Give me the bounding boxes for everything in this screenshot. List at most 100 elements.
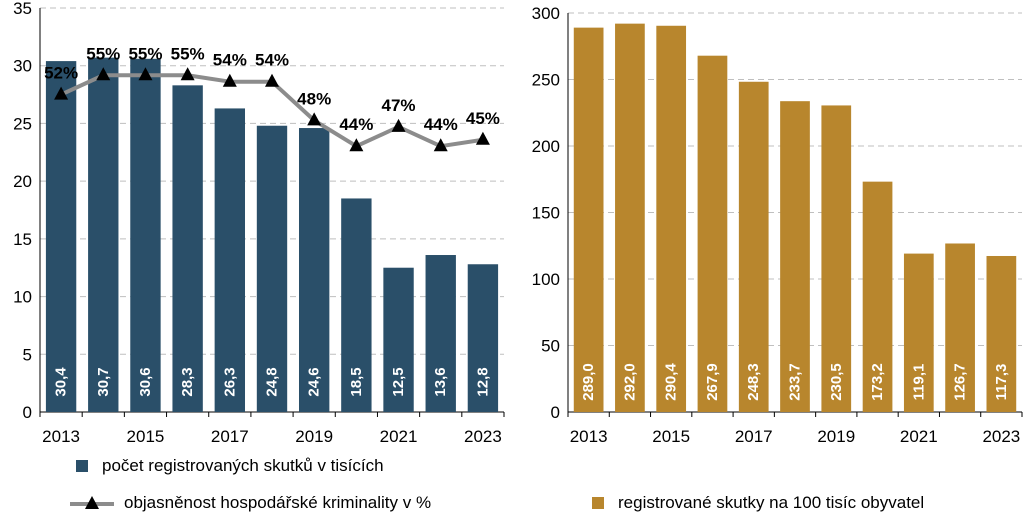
bar: [88, 57, 119, 413]
bar: [214, 108, 246, 413]
bar-value-label: 290,4: [663, 363, 680, 401]
bar: [341, 198, 372, 412]
bar: [738, 81, 769, 413]
x-tick-label: 2017: [735, 427, 773, 446]
bar: [45, 61, 77, 413]
bar-value-label: 30,7: [95, 367, 112, 396]
bar: [615, 23, 645, 412]
y-tick-label: 35: [13, 0, 32, 18]
legend-label-line: objasněnost hospodářské kriminality v %: [124, 493, 432, 512]
bar: [862, 181, 893, 412]
line-value-label: 55%: [128, 44, 162, 63]
x-tick-label: 2019: [295, 427, 333, 446]
bar-value-label: 18,5: [348, 367, 365, 396]
x-tick-label: 2019: [817, 427, 855, 446]
line-value-label: 54%: [255, 51, 289, 70]
y-tick-label: 150: [532, 204, 560, 223]
line-value-label: 48%: [297, 89, 331, 108]
bar-value-label: 248,3: [745, 363, 762, 401]
y-tick-label: 20: [13, 172, 32, 191]
chart-panel-1: 0 5 10 15 20 25 30 35 30,4 30,7 30,6 28,3 26,3 24,8 24…: [13, 0, 505, 446]
bar: [425, 255, 456, 412]
bar: [573, 27, 604, 412]
line-marker: [96, 67, 111, 81]
legend-left-bars: počet registrovaných skutků v tisících: [76, 456, 384, 476]
x-tick-label: 2021: [900, 427, 938, 446]
bar: [903, 253, 934, 412]
x-tick-label: 2017: [211, 427, 249, 446]
bar-value-label: 12,5: [390, 367, 407, 396]
bar: [986, 255, 1017, 412]
y-tick-label: 100: [532, 270, 560, 289]
bar-value-label: 28,3: [179, 367, 196, 396]
legend-label-bars: počet registrovaných skutků v tisících: [102, 456, 384, 475]
bar: [298, 128, 330, 412]
x-tick-label: 2015: [652, 427, 690, 446]
bar: [945, 243, 975, 412]
y-tick-label: 10: [13, 288, 32, 307]
line-value-label: 44%: [339, 115, 373, 134]
bar: [256, 125, 288, 412]
bar-value-label: 233,7: [787, 363, 804, 401]
bar-value-label: 12,8: [474, 367, 491, 396]
legend-right-bars: registrované skutky na 100 tisíc obyvate…: [592, 493, 924, 513]
line-marker: [180, 67, 195, 81]
x-tick-label: 2013: [570, 427, 608, 446]
line-marker: [349, 138, 364, 152]
y-tick-label: 50: [541, 337, 560, 356]
bar-value-label: 26,3: [221, 367, 238, 396]
line-marker: [265, 73, 279, 87]
bar: [780, 101, 810, 412]
line-value-label: 52%: [44, 64, 78, 83]
bar-value-label: 289,0: [580, 363, 597, 401]
line-value-label: 47%: [382, 96, 416, 115]
bar-value-label: 230,5: [828, 363, 845, 401]
line-marker: [433, 138, 448, 152]
line-marker: [307, 112, 322, 126]
legend-swatch-line: [70, 495, 114, 511]
y-tick-label: 5: [23, 345, 32, 364]
legend-left-line: objasněnost hospodářské kriminality v %: [70, 493, 431, 513]
y-tick-label: 0: [23, 403, 32, 422]
legend-label-right-bars: registrované skutky na 100 tisíc obyvate…: [618, 493, 925, 512]
bar: [697, 55, 728, 413]
y-tick-label: 25: [13, 114, 32, 133]
bar-value-label: 13,6: [432, 367, 449, 396]
line-marker: [391, 118, 406, 132]
y-tick-label: 30: [13, 57, 32, 76]
bar-value-label: 117,3: [993, 364, 1010, 401]
y-tick-label: 15: [13, 230, 32, 249]
line-value-label: 55%: [171, 44, 205, 63]
line-value-label: 55%: [86, 44, 120, 63]
bar: [130, 58, 161, 412]
legend-swatch-bars: [76, 460, 88, 472]
x-tick-label: 2023: [464, 427, 502, 446]
bar-value-label: 267,9: [704, 363, 721, 401]
legend-swatch-right-bars: [592, 497, 604, 509]
x-tick-label: 2023: [982, 427, 1020, 446]
bar: [172, 85, 203, 412]
line-marker: [138, 67, 153, 81]
x-tick-label: 2015: [127, 427, 165, 446]
line-value-label: 45%: [466, 109, 500, 128]
bar: [656, 25, 687, 412]
bar-value-label: 24,8: [264, 367, 281, 396]
chart-panel-2: 0 50 100 150 200 250 300 289,0 292,0 290,4 267,9 24…: [532, 4, 1023, 446]
bar: [821, 105, 852, 412]
bar-value-label: 173,2: [869, 363, 886, 401]
line-marker: [475, 131, 490, 145]
bar-value-label: 126,7: [952, 363, 969, 401]
x-tick-label: 2021: [380, 427, 418, 446]
x-tick-label: 2013: [42, 427, 80, 446]
y-tick-label: 250: [532, 71, 560, 90]
bar-value-label: 30,6: [137, 367, 154, 396]
line-marker: [222, 73, 237, 87]
line-value-label: 44%: [424, 115, 458, 134]
line-value-label: 54%: [213, 51, 247, 70]
y-tick-label: 0: [551, 403, 560, 422]
y-tick-label: 300: [532, 4, 560, 23]
bar: [467, 264, 499, 412]
bar-value-label: 30,4: [53, 367, 70, 397]
line-marker: [54, 86, 69, 100]
